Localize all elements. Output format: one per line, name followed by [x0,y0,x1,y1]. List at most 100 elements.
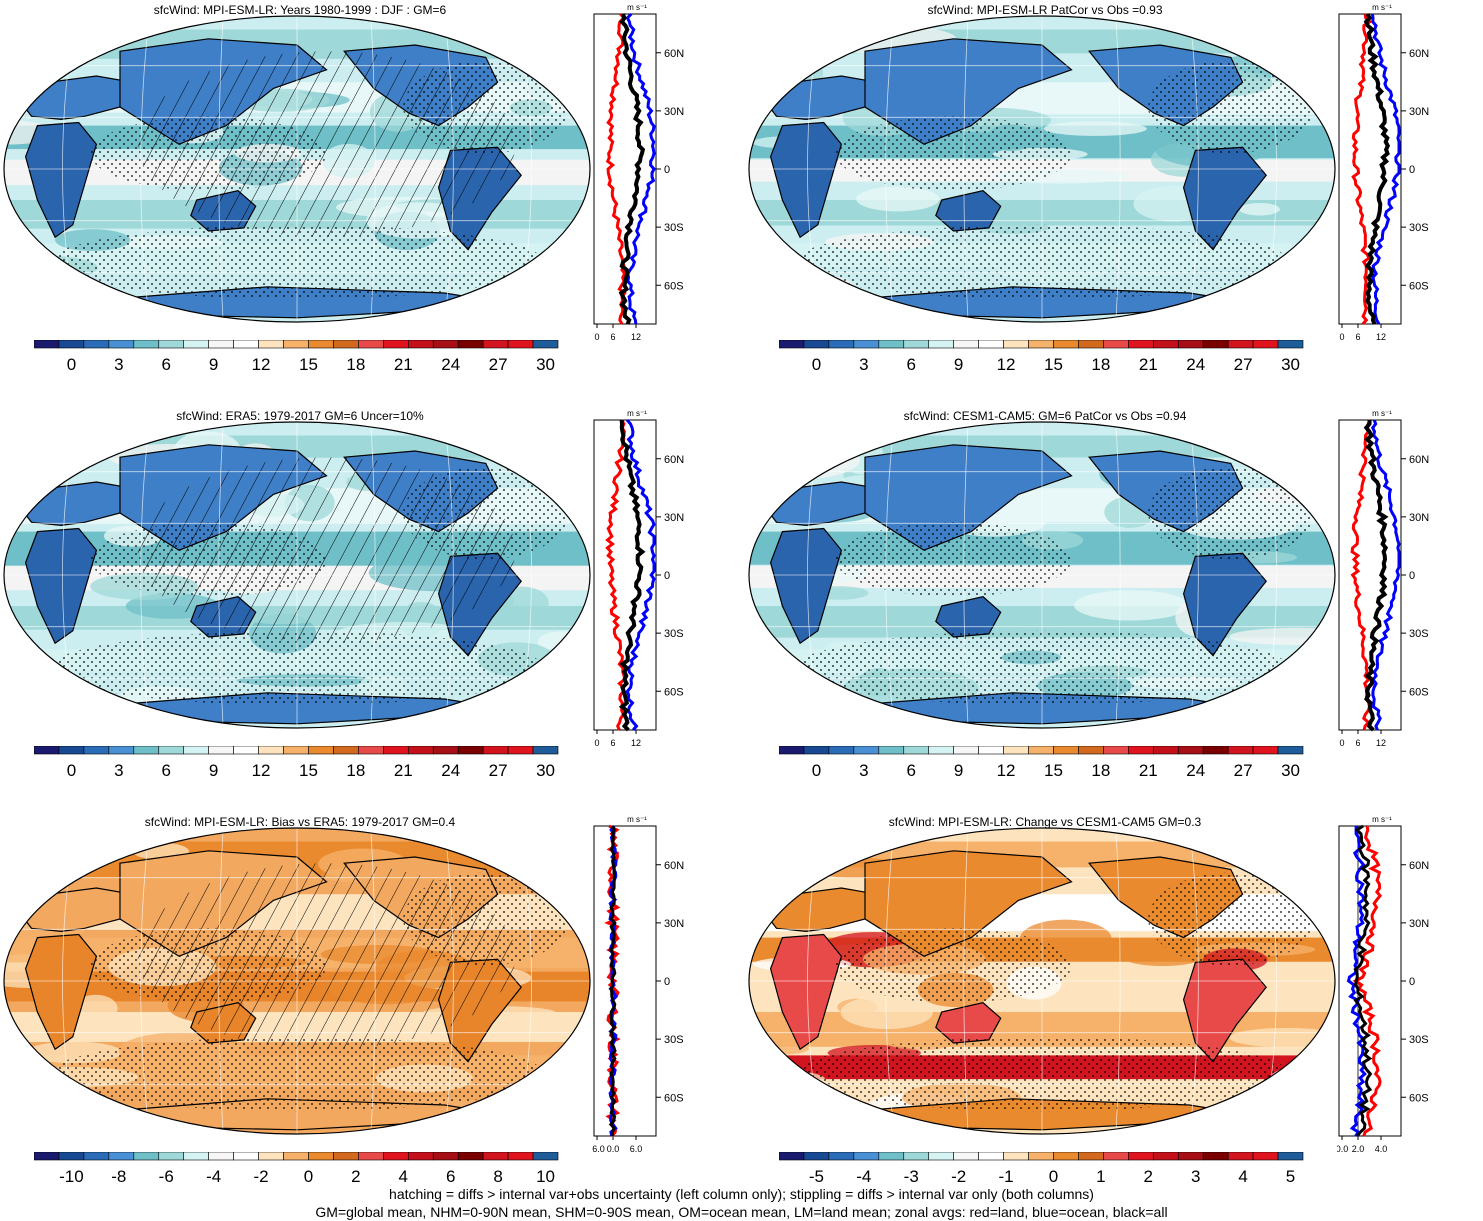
colorbar-swatch [1128,746,1154,755]
colorbar-label: 30 [1281,761,1300,780]
colorbar-swatch [183,1152,209,1161]
colorbar-label: -4 [206,1167,221,1186]
zonal-ocean-line [1370,13,1401,325]
lat-label: 60N [664,454,684,466]
colorbar-swatch [928,340,954,349]
colorbar-swatch [903,746,930,755]
colorbar-label: 6 [907,355,916,374]
colorbar-label: 3 [114,355,123,374]
colorbar-swatch [953,746,979,755]
colorbar-swatch [283,1152,309,1161]
colorbar-label: 12 [252,355,271,374]
colorbar-swatch [83,746,110,755]
map-panel [3,421,591,729]
colorbar-label: 0 [304,1167,313,1186]
colorbar-swatch [1227,340,1254,349]
map-field [749,828,1335,1134]
colorbar-label: -1 [999,1167,1014,1186]
colorbar-swatch [283,340,309,349]
colorbar-swatch [1252,340,1279,349]
colorbar-swatch [258,1152,284,1161]
colorbar-swatch [58,1152,85,1161]
colorbar-label: 2 [1144,1167,1153,1186]
colorbar-label: 12 [997,355,1016,374]
colorbar-swatch [803,340,830,349]
lat-label: 30N [1409,106,1429,118]
lat-label: 30N [1409,918,1429,930]
zonal-all-line [1363,419,1389,732]
colorbar-swatch [432,340,459,349]
colorbar-label: 12 [997,761,1016,780]
colorbar-swatch [482,1152,509,1161]
colorbar-swatch [1252,746,1279,755]
panel-title: sfcWind: ERA5: 1979-2017 GM=6 Uncer=10% [176,409,424,423]
lat-label: 0 [1409,164,1415,176]
zonal-ocean-line [1346,826,1367,1137]
colorbar-swatch [208,340,234,349]
zonal-x-tick: 0 [1339,738,1344,748]
zonal-all-line [1363,13,1391,325]
colorbar-label: 24 [1186,355,1205,374]
colorbar-label: 4 [1238,1167,1247,1186]
lat-label: 30S [664,1034,684,1046]
zonal-mean-panel: m s⁻¹ 60N 30N 0 30S 60S 0 6 12 [1338,3,1429,342]
zonal-x-tick: -6.0 [592,1144,605,1154]
colorbar-swatch [953,340,979,349]
colorbar-label: 6 [162,355,171,374]
colorbar-swatch [34,746,60,755]
zonal-all-line [618,13,646,325]
colorbar-label: 15 [299,355,318,374]
colorbar-swatch [1103,746,1129,755]
colorbar-swatch [158,746,185,755]
lat-label: 60N [1409,860,1429,872]
lat-label: 60S [664,1092,684,1104]
colorbar-label: 3 [859,761,868,780]
colorbar-swatch [1078,746,1104,755]
colorbar-swatch [383,1152,409,1161]
colorbar-swatch [878,1152,905,1161]
map-border [748,15,1336,323]
zonal-land-line [605,419,627,731]
lat-label: 0 [1409,570,1415,582]
colorbar-swatch [878,340,905,349]
lat-label: 0 [664,976,670,988]
colorbar-label: 27 [1234,355,1253,374]
colorbar-swatch [1152,746,1179,755]
colorbar-label: 15 [1044,761,1063,780]
zonal-unit: m s⁻¹ [1372,3,1392,12]
colorbar-label: 6 [446,1167,455,1186]
colorbar-swatch [1202,1152,1229,1161]
colorbar-swatch [133,746,160,755]
colorbar-label: 18 [1091,761,1110,780]
colorbar-swatch [1053,1152,1079,1161]
colorbar-swatch [1277,1152,1304,1161]
colorbar-swatch [34,340,60,349]
colorbar-swatch [83,340,110,349]
colorbar-label: 21 [1139,761,1158,780]
colorbar: -10 -8 -6 -4 -2 0 2 4 6 8 10 [34,1152,559,1186]
zonal-x-tick: 12 [631,332,641,342]
colorbar-swatch [507,1152,534,1161]
colorbar-swatch [1053,746,1079,755]
colorbar-swatch [1227,1152,1254,1161]
colorbar-swatch [1202,340,1229,349]
colorbar-swatch [803,746,830,755]
colorbar-label: 0 [67,761,76,780]
lat-label: 30S [1409,628,1429,640]
colorbar-swatch [1103,1152,1129,1161]
colorbar-swatch [1028,1152,1054,1161]
colorbar: 0 3 6 9 12 15 18 21 24 27 30 [779,340,1304,374]
panel-title: sfcWind: CESM1-CAM5: GM=6 PatCor vs Obs … [903,409,1187,423]
colorbar-swatch [928,1152,954,1161]
colorbar-swatch [1078,340,1104,349]
colorbar-swatch [333,340,359,349]
zonal-mean-panel: m s⁻¹ 60N 30N 0 30S 60S -6.00.0 6.0 [592,815,684,1154]
lat-label: 60S [1409,686,1429,698]
zonal-x-tick: 0.0 [1337,1144,1348,1154]
colorbar-swatch [108,1152,135,1161]
footnote-hatching: hatching = diffs > internal var+obs unce… [389,1186,1094,1202]
map-panel [3,827,591,1135]
colorbar-label: 2 [351,1167,360,1186]
lat-label: 30S [1409,222,1429,234]
lat-label: 60S [1409,280,1429,292]
